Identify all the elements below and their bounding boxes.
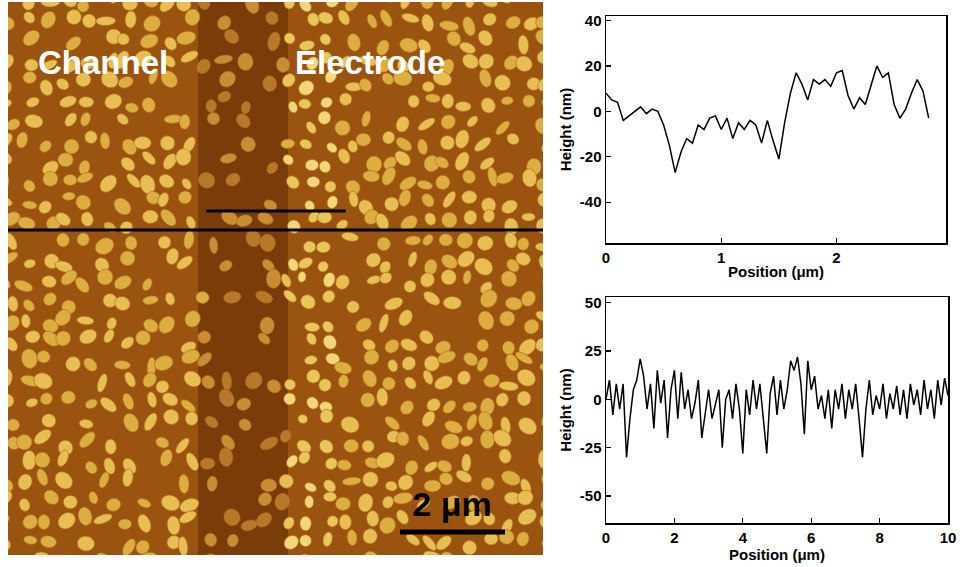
svg-text:-40: -40 [580, 193, 602, 210]
svg-text:2: 2 [670, 529, 678, 546]
svg-text:Height (nm): Height (nm) [557, 368, 574, 451]
svg-text:50: 50 [585, 294, 602, 311]
svg-text:2 μm: 2 μm [412, 485, 491, 523]
svg-text:0: 0 [602, 529, 610, 546]
svg-text:4: 4 [739, 529, 748, 546]
svg-text:6: 6 [807, 529, 815, 546]
svg-text:2: 2 [832, 249, 840, 266]
svg-text:Position (μm): Position (μm) [728, 263, 824, 280]
svg-text:8: 8 [875, 529, 883, 546]
svg-text:-25: -25 [580, 439, 602, 456]
svg-text:40: 40 [585, 12, 602, 29]
svg-text:-50: -50 [580, 487, 602, 504]
svg-text:1: 1 [717, 249, 725, 266]
svg-text:0: 0 [602, 249, 610, 266]
svg-text:10: 10 [940, 529, 957, 546]
svg-text:25: 25 [585, 342, 602, 359]
svg-text:Position (μm): Position (μm) [729, 546, 825, 563]
svg-text:Electrode: Electrode [295, 44, 445, 81]
svg-text:Channel: Channel [38, 44, 168, 81]
svg-text:20: 20 [585, 57, 602, 74]
svg-text:-20: -20 [580, 148, 602, 165]
svg-text:0: 0 [593, 391, 601, 408]
svg-text:Height (nm): Height (nm) [557, 88, 574, 171]
svg-text:0: 0 [593, 103, 601, 120]
